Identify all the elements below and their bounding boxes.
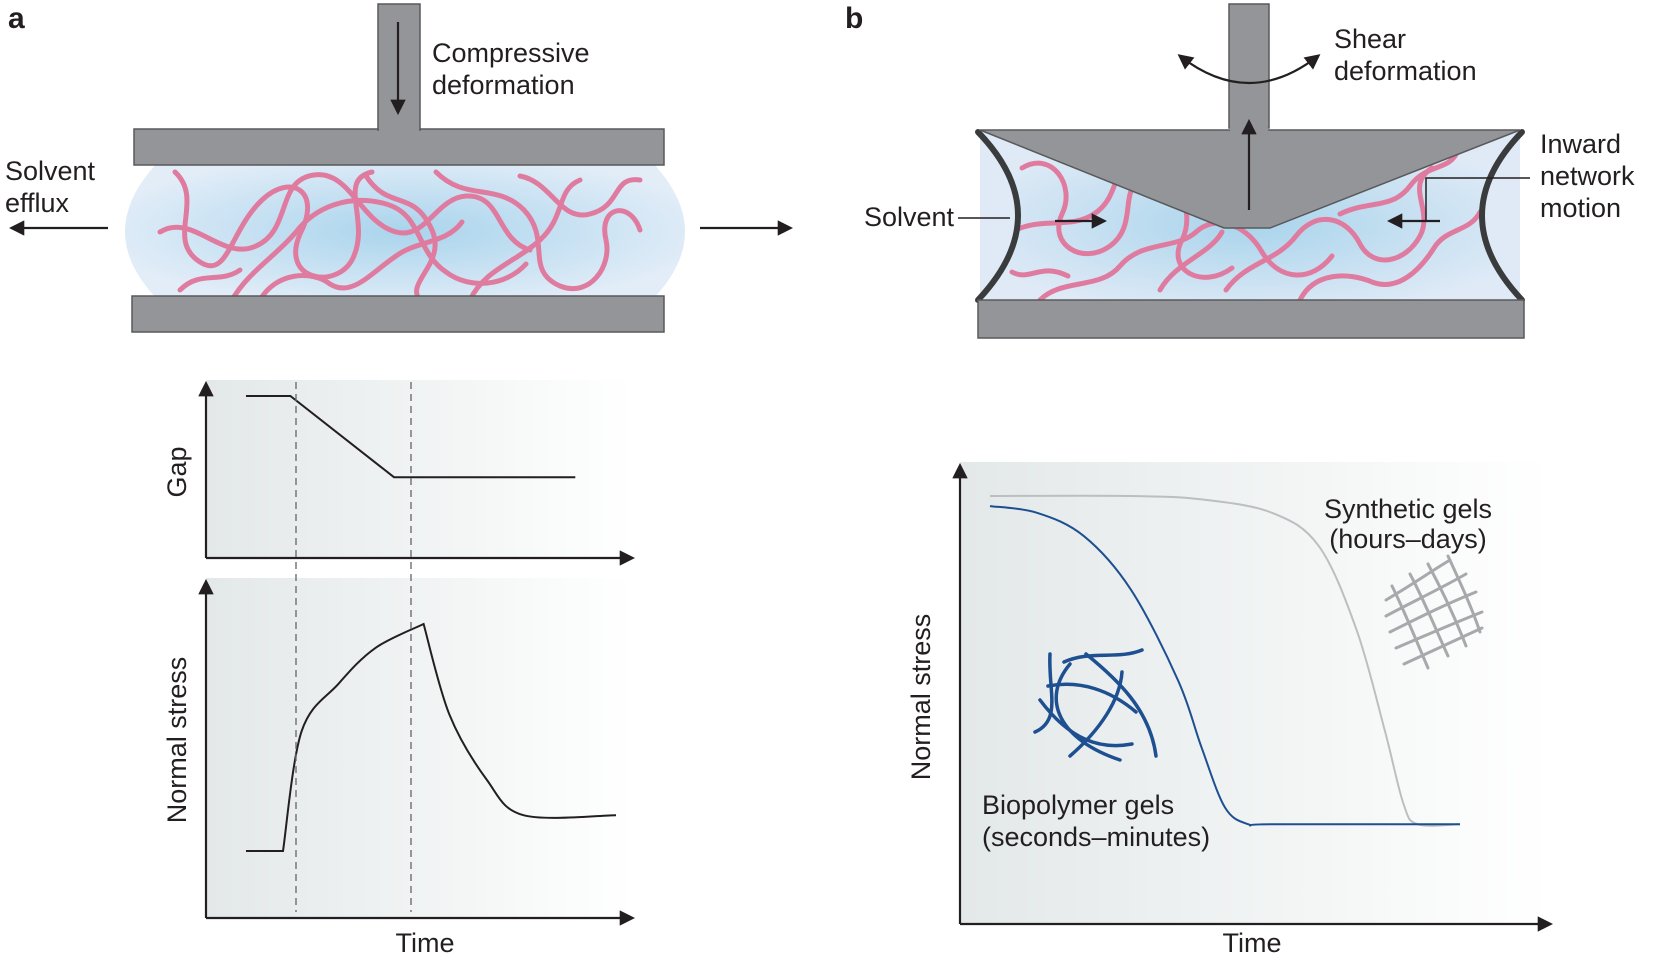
synthetic-gels-series-line [989, 494, 1461, 827]
biopolymer-gels-series-line [989, 505, 1460, 827]
solvent-efflux-label-line1: Solvent [5, 156, 96, 186]
relaxation-y-axis-label: Normal stress [906, 614, 936, 781]
gap-chart: Gap [162, 380, 636, 566]
shear-label-line2: deformation [1334, 56, 1477, 86]
synthetic-network-icon [1384, 554, 1484, 670]
compressive-label-line1: Compressive [432, 38, 590, 68]
stress-a-y-axis-label: Normal stress [162, 657, 192, 824]
bottom-plate-a [131, 295, 665, 333]
stress-a-x-axis-label: Time [396, 928, 455, 958]
stem-joint-a [379, 126, 419, 132]
cone-stem [1228, 3, 1270, 129]
top-plate-a [133, 128, 665, 166]
shear-apparatus [958, 3, 1530, 339]
gap-plot-background [206, 380, 632, 558]
biopolymer-gels-label-line2: (seconds–minutes) [982, 822, 1210, 852]
biopolymer-gels-label-line1: Biopolymer gels [982, 790, 1174, 820]
inward-label-line2: network [1540, 161, 1635, 191]
stress-a-plot-background [206, 578, 632, 918]
compression-apparatus [8, 3, 794, 333]
stress-a-series-line [246, 622, 617, 853]
bottom-plate-b [977, 299, 1525, 339]
shear-label-line1: Shear [1334, 24, 1406, 54]
relaxation-x-axis-label: Time [1223, 928, 1282, 958]
inward-label-line3: motion [1540, 193, 1621, 223]
synthetic-gels-label-line1: Synthetic gels [1324, 494, 1492, 524]
solvent-efflux-label-line2: efflux [5, 188, 70, 218]
panel-b-label: b [845, 2, 863, 35]
relaxation-plot-background [960, 462, 1550, 924]
synthetic-gels-label-line2: (hours–days) [1329, 524, 1487, 554]
polymer-network-a [157, 169, 643, 303]
compressive-label-line2: deformation [432, 70, 575, 100]
meniscus-left [975, 129, 1021, 303]
biopolymer-network-icon [1033, 648, 1158, 762]
meniscus-right [1479, 129, 1525, 303]
inward-motion-leader [1425, 177, 1530, 221]
gap-y-axis-label: Gap [162, 446, 192, 497]
relaxation-chart: Normal stress Time Synthetic gels (hours… [906, 462, 1554, 958]
solvent-label-b: Solvent [864, 202, 955, 232]
gap-series-line [246, 395, 576, 479]
inward-label-line1: Inward [1540, 129, 1621, 159]
stress-chart-a: Normal stress Time [162, 578, 636, 958]
shear-rotation-arrow [1177, 54, 1321, 84]
panel-a-label: a [8, 2, 25, 35]
